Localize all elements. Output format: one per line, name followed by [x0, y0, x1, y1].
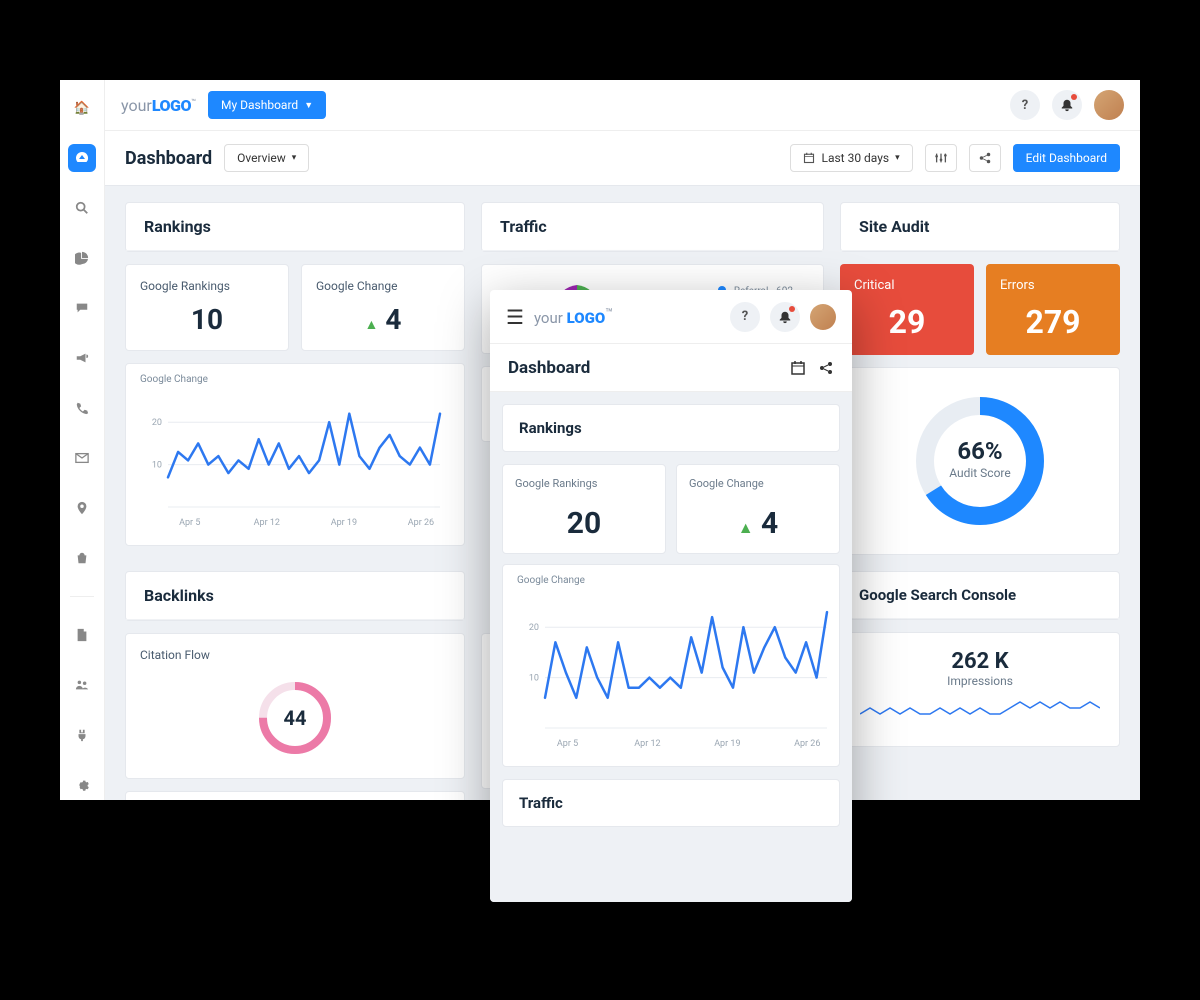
mobile-notifications-icon[interactable]	[770, 302, 800, 332]
citation-flow-card[interactable]: Citation Flow 44	[125, 633, 465, 779]
mobile-page-title: Dashboard	[508, 358, 590, 378]
my-dashboard-dropdown[interactable]: My Dashboard ▼	[208, 91, 326, 119]
settings-sliders-icon[interactable]	[925, 144, 957, 172]
shopping-bag-icon[interactable]	[68, 544, 96, 572]
backlinks-title: Backlinks	[126, 572, 464, 620]
gear-icon[interactable]	[68, 771, 96, 799]
mobile-avatar[interactable]	[810, 304, 836, 330]
people-icon[interactable]	[68, 671, 96, 699]
svg-text:Apr 19: Apr 19	[714, 739, 740, 749]
google-change-chart: Google Change 1020Apr 5Apr 12Apr 19Apr 2…	[125, 363, 465, 546]
chevron-down-icon: ▼	[304, 100, 313, 111]
gsc-title: Google Search Console	[841, 572, 1119, 619]
rankings-title: Rankings	[126, 203, 464, 251]
svg-text:Audit Score: Audit Score	[949, 466, 1011, 480]
svg-text:Apr 26: Apr 26	[408, 518, 434, 528]
location-icon[interactable]	[68, 494, 96, 522]
rankings-panel: Rankings Google Rankings 10 Google Chang…	[125, 202, 465, 555]
site-audit-panel: Site Audit Critical 29 Errors 279	[840, 202, 1120, 555]
gsc-panel: Google Search Console 262 K Impressions	[840, 571, 1120, 800]
svg-text:Apr 5: Apr 5	[179, 518, 200, 528]
google-change-card[interactable]: Google Change ▲ 4	[301, 264, 465, 351]
page-title: Dashboard	[125, 148, 212, 169]
search-icon[interactable]	[68, 194, 96, 222]
svg-text:Apr 12: Apr 12	[254, 518, 280, 528]
impressions-card[interactable]: 262 K Impressions	[840, 632, 1120, 747]
calendar-icon[interactable]	[790, 360, 806, 376]
sidebar: 🏠	[60, 80, 105, 800]
chevron-down-icon: ▾	[292, 153, 297, 163]
svg-text:Apr 19: Apr 19	[331, 518, 357, 528]
google-rankings-card[interactable]: Google Rankings 10	[125, 264, 289, 351]
hamburger-icon[interactable]: ☰	[506, 305, 524, 329]
dashboard-icon[interactable]	[68, 144, 96, 172]
chevron-down-icon: ▾	[895, 153, 900, 163]
edit-dashboard-button[interactable]: Edit Dashboard	[1013, 144, 1120, 172]
date-range-dropdown[interactable]: Last 30 days ▾	[790, 144, 912, 172]
avatar[interactable]	[1094, 90, 1124, 120]
calendar-icon	[803, 152, 815, 164]
traffic-title: Traffic	[482, 203, 823, 251]
share-icon[interactable]	[969, 144, 1001, 172]
notifications-icon[interactable]	[1052, 90, 1082, 120]
audit-score-card: 66% Audit Score	[840, 367, 1120, 555]
trust-flow-card[interactable]: Trust Flow	[125, 791, 465, 800]
mobile-window: ☰ your LOGO™ ? Dashboard Rankings Google…	[490, 290, 852, 902]
svg-text:Apr 5: Apr 5	[557, 739, 578, 749]
megaphone-icon[interactable]	[68, 344, 96, 372]
errors-card[interactable]: Errors 279	[986, 264, 1120, 355]
plug-icon[interactable]	[68, 721, 96, 749]
mobile-google-change-card[interactable]: Google Change ▲ 4	[676, 464, 840, 554]
help-icon[interactable]: ?	[1010, 90, 1040, 120]
overview-dropdown[interactable]: Overview ▾	[224, 144, 309, 172]
svg-text:20: 20	[529, 623, 539, 633]
mobile-content: Rankings Google Rankings 20 Google Chang…	[490, 392, 852, 902]
mobile-topbar: ☰ your LOGO™ ?	[490, 290, 852, 344]
mobile-help-icon[interactable]: ?	[730, 302, 760, 332]
file-icon[interactable]	[68, 621, 96, 649]
svg-text:66%: 66%	[957, 437, 1002, 465]
mobile-google-rankings-card[interactable]: Google Rankings 20	[502, 464, 666, 554]
site-audit-title: Site Audit	[841, 203, 1119, 251]
phone-icon[interactable]	[68, 394, 96, 422]
share-icon[interactable]	[818, 360, 834, 376]
up-arrow-icon: ▲	[365, 317, 379, 333]
mobile-rankings-title: Rankings	[503, 405, 839, 451]
up-arrow-icon: ▲	[738, 518, 754, 537]
subbar: Dashboard Overview ▾ Last 30 days ▾ Edit…	[105, 130, 1140, 186]
mobile-subbar: Dashboard	[490, 344, 852, 392]
mail-icon[interactable]	[68, 444, 96, 472]
chat-icon[interactable]	[68, 294, 96, 322]
svg-text:Apr 12: Apr 12	[634, 739, 660, 749]
svg-text:10: 10	[152, 461, 162, 471]
svg-text:Apr 26: Apr 26	[794, 739, 820, 749]
topbar: yourLOGO™ My Dashboard ▼ ?	[105, 80, 1140, 130]
mobile-google-change-chart: Google Change 1020Apr 5Apr 12Apr 19Apr 2…	[502, 564, 840, 767]
pie-chart-icon[interactable]	[68, 244, 96, 272]
svg-text:10: 10	[529, 674, 539, 684]
home-icon[interactable]: 🏠	[68, 94, 96, 122]
mobile-traffic-title: Traffic	[503, 780, 839, 826]
svg-text:20: 20	[152, 418, 162, 428]
mobile-logo: your LOGO™	[534, 306, 613, 327]
backlinks-panel: Backlinks Citation Flow 44 Trust Flow	[125, 571, 465, 800]
logo: yourLOGO™	[121, 96, 196, 115]
critical-card[interactable]: Critical 29	[840, 264, 974, 355]
